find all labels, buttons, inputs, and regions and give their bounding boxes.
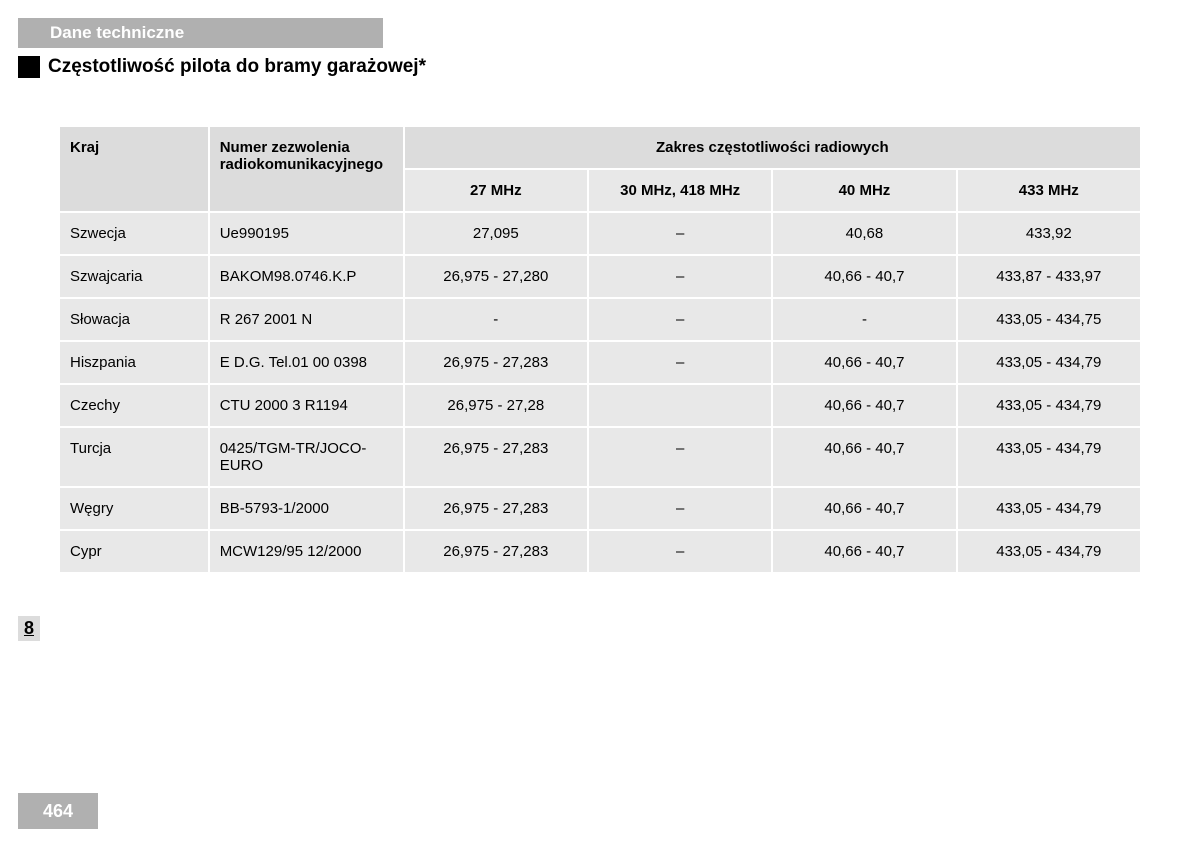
frequency-table: Kraj Numer zezwolenia radiokomunikacyjne… [58,125,1142,574]
table-cell-f40: - [772,298,956,341]
table-cell-f30: – [588,427,772,487]
table-cell-f27: 26,975 - 27,283 [404,530,588,573]
table-cell-f30 [588,384,772,427]
table-cell-f433: 433,05 - 434,75 [957,298,1141,341]
table-cell-f433: 433,05 - 434,79 [957,427,1141,487]
table-cell-f40: 40,66 - 40,7 [772,530,956,573]
table-cell-f27: - [404,298,588,341]
table-cell-f433: 433,92 [957,212,1141,255]
table-cell-f40: 40,68 [772,212,956,255]
table-row: CzechyCTU 2000 3 R119426,975 - 27,28 40,6… [59,384,1141,427]
table-cell-f433: 433,05 - 434,79 [957,384,1141,427]
frequency-table-container: Kraj Numer zezwolenia radiokomunikacyjne… [58,125,1142,574]
frequency-table-body: SzwecjaUe99019527,095–40,68433,92Szwajca… [59,212,1141,573]
table-cell-f433: 433,05 - 434,79 [957,530,1141,573]
table-row: SzwecjaUe99019527,095–40,68433,92 [59,212,1141,255]
table-row: HiszpaniaE D.G. Tel.01 00 039826,975 - 2… [59,341,1141,384]
page-number: 464 [18,793,98,829]
table-cell-kraj: Turcja [59,427,209,487]
table-cell-f27: 26,975 - 27,28 [404,384,588,427]
table-cell-f27: 26,975 - 27,280 [404,255,588,298]
table-cell-f40: 40,66 - 40,7 [772,384,956,427]
table-row: CyprMCW129/95 12/200026,975 - 27,283–40,… [59,530,1141,573]
table-cell-numer: BB-5793-1/2000 [209,487,404,530]
section-marker-icon [18,56,40,78]
table-cell-f30: – [588,487,772,530]
col-header-permit: Numer zezwolenia radiokomunikacyjnego [209,126,404,212]
table-cell-kraj: Węgry [59,487,209,530]
table-cell-f27: 26,975 - 27,283 [404,427,588,487]
table-cell-kraj: Cypr [59,530,209,573]
table-cell-numer: CTU 2000 3 R1194 [209,384,404,427]
table-cell-numer: BAKOM98.0746.K.P [209,255,404,298]
table-cell-f30: – [588,212,772,255]
table-cell-f40: 40,66 - 40,7 [772,427,956,487]
table-cell-f433: 433,05 - 434,79 [957,341,1141,384]
table-cell-f30: – [588,298,772,341]
section-number-badge: 8 [18,616,40,641]
table-cell-f433: 433,05 - 434,79 [957,487,1141,530]
col-header-country: Kraj [59,126,209,212]
col-sub-433mhz: 433 MHz [957,169,1141,212]
col-sub-40mhz: 40 MHz [772,169,956,212]
table-cell-f40: 40,66 - 40,7 [772,341,956,384]
table-cell-f30: – [588,530,772,573]
table-cell-f27: 27,095 [404,212,588,255]
table-cell-f40: 40,66 - 40,7 [772,255,956,298]
table-cell-kraj: Czechy [59,384,209,427]
table-cell-f40: 40,66 - 40,7 [772,487,956,530]
table-cell-f27: 26,975 - 27,283 [404,341,588,384]
table-cell-f433: 433,87 - 433,97 [957,255,1141,298]
table-row: SłowacjaR 267 2001 N-–-433,05 - 434,75 [59,298,1141,341]
col-sub-27mhz: 27 MHz [404,169,588,212]
table-row: SzwajcariaBAKOM98.0746.K.P26,975 - 27,28… [59,255,1141,298]
col-sub-30mhz: 30 MHz, 418 MHz [588,169,772,212]
table-cell-kraj: Hiszpania [59,341,209,384]
table-cell-numer: E D.G. Tel.01 00 0398 [209,341,404,384]
table-row: Turcja0425/TGM-TR/JOCO-EURO26,975 - 27,2… [59,427,1141,487]
header-bar-label: Dane techniczne [50,23,184,43]
table-cell-f30: – [588,341,772,384]
header-bar: Dane techniczne [18,18,383,48]
table-cell-numer: Ue990195 [209,212,404,255]
table-row: WęgryBB-5793-1/200026,975 - 27,283–40,66… [59,487,1141,530]
table-cell-f30: – [588,255,772,298]
table-cell-kraj: Szwajcaria [59,255,209,298]
table-cell-numer: 0425/TGM-TR/JOCO-EURO [209,427,404,487]
table-cell-numer: R 267 2001 N [209,298,404,341]
table-cell-kraj: Szwecja [59,212,209,255]
table-cell-numer: MCW129/95 12/2000 [209,530,404,573]
table-cell-kraj: Słowacja [59,298,209,341]
col-header-range: Zakres częstotliwości radiowych [404,126,1141,169]
table-cell-f27: 26,975 - 27,283 [404,487,588,530]
page-subtitle: Częstotliwość pilota do bramy garażowej* [48,56,426,78]
